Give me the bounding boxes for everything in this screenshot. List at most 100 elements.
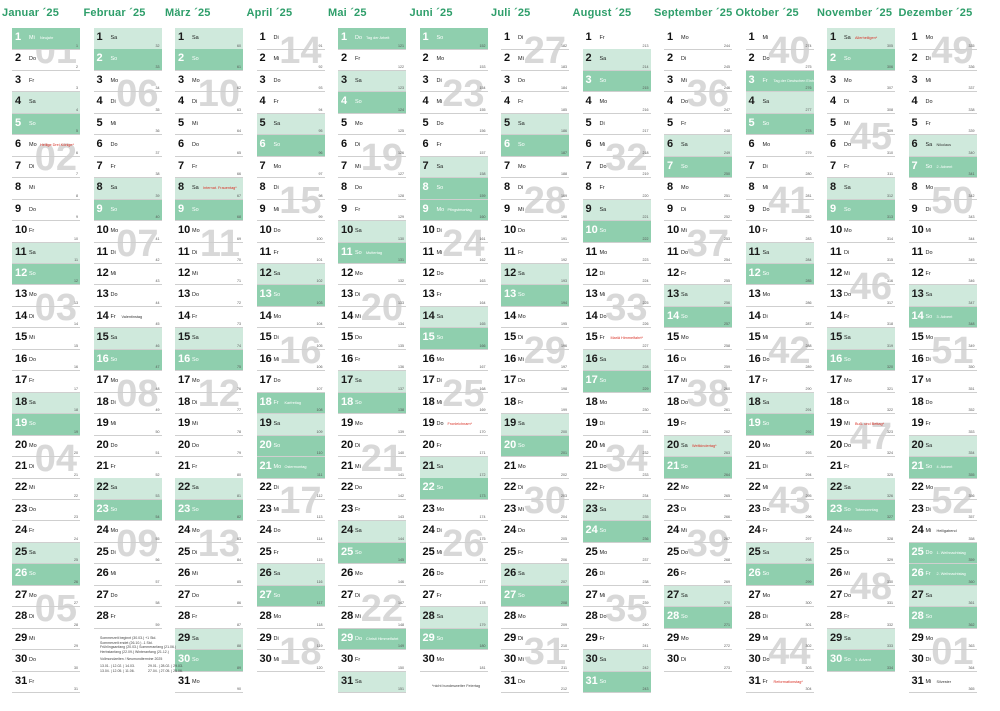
day-cell: 21 Di 21 <box>12 457 80 479</box>
weekday-label: Fr <box>29 528 35 535</box>
weekday-label: Mo <box>518 313 526 320</box>
weekday-label: Mi <box>110 270 117 277</box>
day-of-year: 90 <box>237 687 241 691</box>
day-of-year: 166 <box>479 343 486 348</box>
day-of-year: 62 <box>237 86 241 91</box>
weekday-label: Sa <box>844 35 851 41</box>
weekday-label: Sa <box>599 506 607 513</box>
day-cell: 17 Di 168 <box>419 371 488 393</box>
day-of-year: 12 <box>74 279 78 284</box>
moon-phase-grid: 13.01. | 12.02. | 14.03. 29.01. | 28.02.… <box>100 664 250 673</box>
day-number: 6 <box>504 138 511 151</box>
weekday-label: Mo <box>681 35 689 41</box>
day-of-year: 60 <box>237 43 241 48</box>
weekday-label: Do <box>355 635 363 642</box>
day-of-year: 165 <box>479 322 486 327</box>
weekday-label: Fr <box>110 464 116 470</box>
weekday-label: Fr <box>925 571 931 578</box>
day-cell: 21 Fr 80 <box>175 457 243 479</box>
day-of-year: 16 <box>74 365 78 370</box>
day-number: 22 <box>911 481 924 494</box>
day-number: 24 <box>259 524 272 537</box>
day-cell: 28 So 271 <box>664 607 732 629</box>
day-number: 16 <box>911 352 924 365</box>
day-of-year: 4 <box>76 107 78 112</box>
day-number: 6 <box>585 138 592 151</box>
day-cell: 28 Mi 148 <box>338 607 406 629</box>
day-cell: 23 Fr 143 <box>338 500 406 522</box>
day-cell: 17 Do 198 <box>501 371 569 393</box>
day-of-year: 222 <box>642 236 649 241</box>
month-title: August ´25 <box>572 7 632 19</box>
day-cell: 15 Di 196 <box>501 328 569 350</box>
day-number: 24 <box>341 524 354 537</box>
day-of-year: 48 <box>155 386 160 391</box>
day-number: 14 <box>748 309 761 322</box>
day-of-year: 316 <box>887 279 893 284</box>
day-of-year: 86 <box>237 601 241 606</box>
day-of-year: 286 <box>805 300 812 305</box>
weekday-label: Sa <box>192 635 199 642</box>
weekday-label: Di <box>762 614 768 621</box>
day-cell: 27 Fr 178 <box>419 586 488 608</box>
weekday-label: Mo <box>599 249 608 256</box>
day-number: 22 <box>259 481 272 494</box>
day-number: 15 <box>667 331 680 344</box>
day-number: 17 <box>178 374 191 387</box>
weekday-label: Sa <box>110 335 118 342</box>
day-of-year: 163 <box>479 279 486 284</box>
day-cell: 24 Fr 24 <box>12 521 80 543</box>
weekday-label: Do <box>192 592 200 599</box>
day-of-year: 280 <box>805 172 812 177</box>
day-number: 18 <box>504 395 517 408</box>
day-number: 11 <box>667 245 679 258</box>
day-cell: 26 Di 238 <box>582 564 651 586</box>
day-of-year: 14 <box>74 322 78 327</box>
day-of-year: 171 <box>479 451 486 456</box>
weekday-label: Do <box>110 142 118 149</box>
day-number: 9 <box>259 202 266 215</box>
day-cell: 1 Mi Neujahr 1 <box>12 28 80 50</box>
weekday-label: So <box>355 249 362 256</box>
day-number: 24 <box>15 524 28 537</box>
day-number: 23 <box>341 502 354 515</box>
day-number: 25 <box>830 545 843 558</box>
holiday-label: 4. Advent <box>936 465 953 469</box>
day-cell: 19 Do Fronleichnam* 170 <box>419 414 488 436</box>
weekday-label: Fr <box>273 249 279 256</box>
day-cell: 30 Do 303 <box>745 650 814 672</box>
day-cell: 6 Do 37 <box>93 135 162 157</box>
day-of-year: 270 <box>724 601 730 606</box>
day-number: 18 <box>15 395 28 408</box>
weekday-label: Mi <box>925 378 932 385</box>
day-of-year: 296 <box>805 515 812 520</box>
day-number: 6 <box>667 138 674 151</box>
day-cell: 22 Mo 265 <box>664 478 732 500</box>
day-number: 25 <box>178 545 191 558</box>
day-number: 21 <box>178 460 191 472</box>
holiday-label: 2. Advent <box>936 164 953 169</box>
day-cell: 11 Mi 162 <box>419 243 488 264</box>
weekday-label: Do <box>762 356 770 363</box>
weekday-label: Di <box>599 270 605 277</box>
day-of-year: 23 <box>74 515 78 520</box>
weekday-label: Fr <box>844 464 850 470</box>
day-number: 7 <box>96 159 103 172</box>
day-number: 3 <box>667 73 674 86</box>
day-of-year: 179 <box>479 622 486 627</box>
day-number: 13 <box>830 288 843 301</box>
weekday-label: Sa <box>518 571 525 578</box>
day-number: 29 <box>748 631 761 644</box>
day-number: 16 <box>585 352 598 365</box>
weekday-label: Mo <box>925 335 934 342</box>
day-of-year: 130 <box>398 236 404 241</box>
day-cell: 12 Mi 316 <box>827 264 895 286</box>
weekday-label: Mi <box>844 571 850 578</box>
day-cell: 2 So 306 <box>827 49 895 71</box>
day-of-year: 224 <box>642 279 649 284</box>
day-number: 1 <box>911 31 918 43</box>
weekday-label: Mo <box>355 120 363 127</box>
day-of-year: 251 <box>724 193 730 198</box>
day-number: 4 <box>667 95 674 108</box>
day-cell: 3 Mo 34 <box>93 71 162 93</box>
